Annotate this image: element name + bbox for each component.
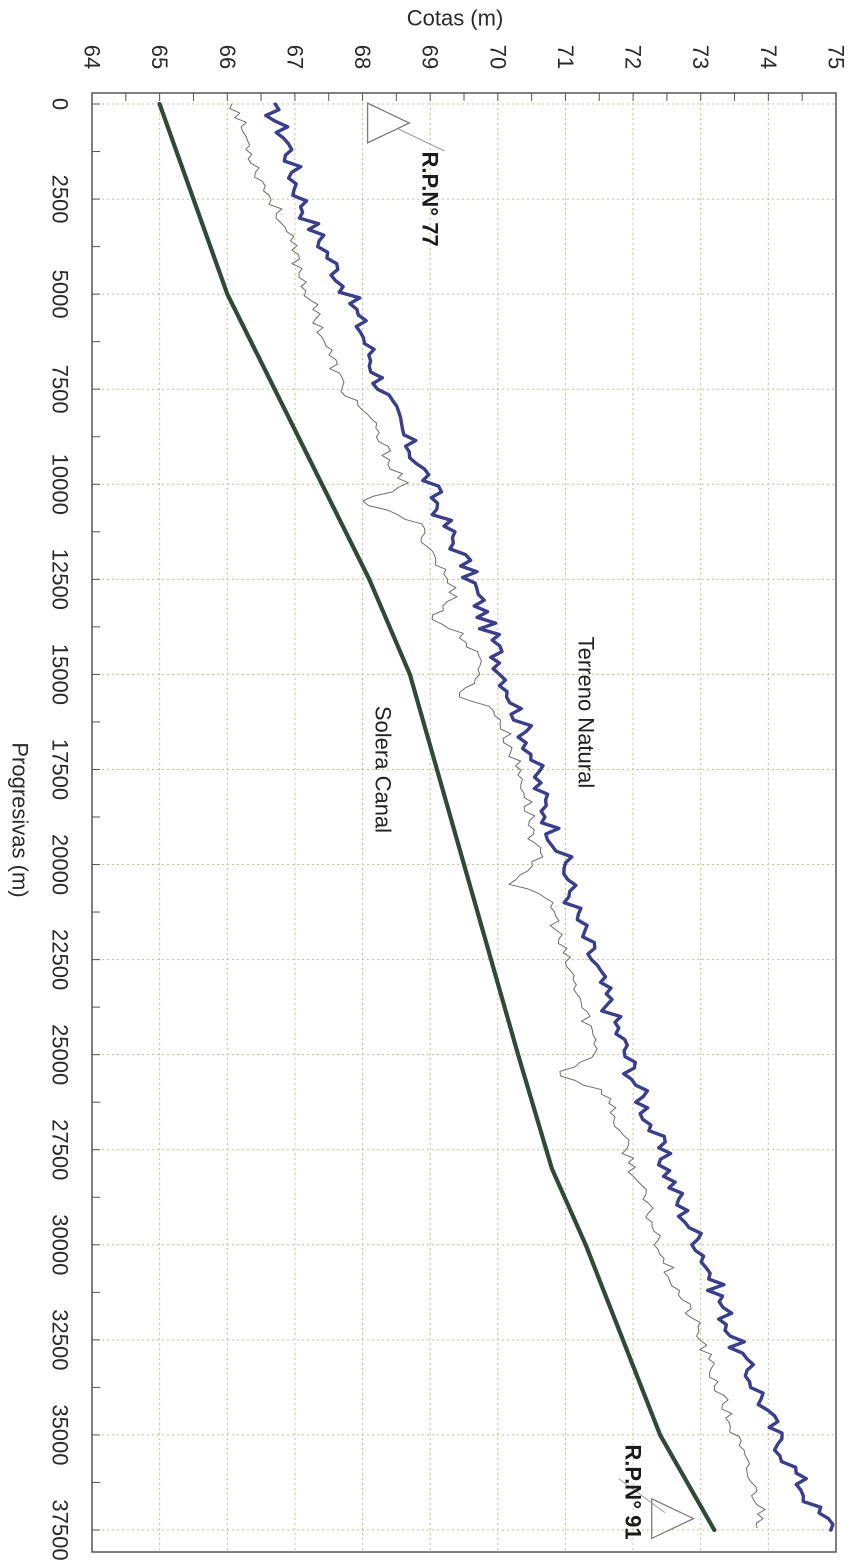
- x-tick-label-0: 0: [48, 98, 73, 110]
- y-tick-label-4: 68: [350, 45, 375, 69]
- x-tick-label-5: 12500: [48, 549, 73, 610]
- markers-group: [366, 102, 696, 1540]
- y-tick-label-0: 64: [80, 45, 105, 69]
- series-line-1: [264, 102, 835, 1532]
- triangle-marker-0: [366, 102, 445, 152]
- y-tick-label-2: 66: [215, 45, 240, 69]
- y-tick-labels: 64 65 66 67 68 69 70 71 72 73 74 75: [80, 45, 849, 69]
- y-tick-label-10: 74: [756, 45, 781, 69]
- triangle-marker-1: [618, 1478, 696, 1540]
- y-tick-label-6: 70: [485, 45, 510, 69]
- x-tick-label-15: 37500: [48, 1499, 73, 1560]
- x-tick-label-7: 17500: [48, 739, 73, 800]
- triangle-shape: [366, 102, 411, 144]
- x-tick-label-2: 5000: [48, 270, 73, 319]
- x-tick-label-14: 35000: [48, 1404, 73, 1465]
- annotation-2: Solera Canal: [370, 706, 395, 833]
- x-tick-label-10: 25000: [48, 1024, 73, 1085]
- x-tick-label-13: 32500: [48, 1309, 73, 1370]
- y-tick-label-8: 72: [621, 45, 646, 69]
- leader-line: [398, 128, 445, 152]
- y-tick-label-1: 65: [147, 45, 172, 69]
- x-axis-title: Progresivas (m): [8, 742, 33, 897]
- y-axis-title: Cotas (m): [407, 6, 504, 31]
- grid: [91, 93, 837, 1552]
- y-tick-label-3: 67: [282, 45, 307, 69]
- minor-ticks: [91, 93, 837, 1531]
- plot-frame: [91, 92, 837, 1553]
- x-tick-label-6: 15000: [48, 644, 73, 705]
- x-tick-label-1: 2500: [48, 175, 73, 224]
- annotations: R.P.N° 77 Terreno Natural Solera Canal R.P.…: [370, 151, 645, 1539]
- x-tick-label-4: 10000: [48, 454, 73, 515]
- annotation-1: Terreno Natural: [573, 637, 598, 789]
- x-tick-label-3: 7500: [48, 365, 73, 414]
- series-line-2: [229, 103, 766, 1529]
- y-tick-label-9: 73: [688, 45, 713, 69]
- series-group: [157, 101, 835, 1533]
- y-tick-label-11: 75: [824, 45, 849, 69]
- x-tick-labels: 0 2500 5000 7500 10000 12500 15000 17500 20000 22…: [48, 98, 73, 1561]
- y-tick-label-5: 69: [418, 45, 443, 69]
- annotation-3: R.P.N° 91: [621, 1444, 646, 1539]
- x-tick-label-12: 30000: [48, 1214, 73, 1275]
- y-tick-label-7: 71: [553, 45, 578, 69]
- annotation-0: R.P.N° 77: [418, 151, 443, 246]
- leader-line: [618, 1478, 666, 1513]
- x-tick-label-8: 20000: [48, 834, 73, 895]
- triangle-shape: [651, 1497, 696, 1540]
- series-line-0: [157, 101, 717, 1533]
- x-tick-label-11: 27500: [48, 1119, 73, 1180]
- x-tick-label-9: 22500: [48, 929, 73, 990]
